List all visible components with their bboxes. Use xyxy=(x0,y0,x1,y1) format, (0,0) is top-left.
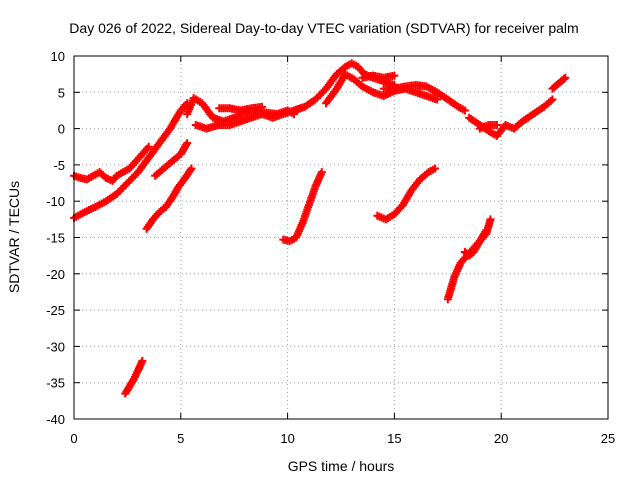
y-tick-label: -20 xyxy=(46,267,65,282)
x-tick-label: 15 xyxy=(387,431,401,446)
data-point xyxy=(559,74,568,83)
data-point xyxy=(460,106,469,115)
data-point xyxy=(257,102,266,111)
y-tick-label: -5 xyxy=(53,158,65,173)
series-arc-1 xyxy=(70,142,153,185)
y-tick-label: -35 xyxy=(46,376,65,391)
y-tick-label: 5 xyxy=(58,85,65,100)
series-arc-9 xyxy=(279,168,326,246)
series-arc-4 xyxy=(142,164,196,233)
series-arc-2 xyxy=(70,99,192,222)
x-tick-label: 10 xyxy=(280,431,294,446)
data-point xyxy=(390,71,399,80)
data-point xyxy=(317,168,326,177)
grid xyxy=(74,56,608,419)
y-tick-label: 0 xyxy=(58,122,65,137)
chart-title: Day 026 of 2022, Sidereal Day-to-day VTE… xyxy=(69,20,578,36)
series-arc-12 xyxy=(379,81,469,115)
x-axis-title: GPS time / hours xyxy=(288,458,395,474)
x-tick-label: 0 xyxy=(70,431,77,446)
y-tick-label: 10 xyxy=(51,49,65,64)
series-arc-5 xyxy=(151,139,192,180)
y-tick-label: -10 xyxy=(46,194,65,209)
data-point xyxy=(430,164,439,173)
series-arc-14 xyxy=(373,164,439,224)
data-point xyxy=(187,164,196,173)
y-tick-label: -40 xyxy=(46,412,65,427)
series-arc-3 xyxy=(121,356,147,398)
series-arc-16 xyxy=(460,226,491,260)
series-arc-8 xyxy=(215,102,266,115)
data-point xyxy=(486,215,495,224)
axes: 0 5 10 15 20 25 10 5 0 -5 -10 -15 -20 -25 -30 -35 -40 xyxy=(46,49,615,446)
data-points xyxy=(70,59,570,398)
x-tick-label: 5 xyxy=(177,431,184,446)
series-arc-10 xyxy=(290,59,399,115)
data-point xyxy=(144,142,153,151)
x-tick-label: 25 xyxy=(601,431,615,446)
y-axis-title: SDTVAR / TECUs xyxy=(6,181,22,293)
series-arc-17 xyxy=(465,95,557,140)
data-point xyxy=(482,226,491,235)
y-tick-label: -15 xyxy=(46,231,65,246)
data-point xyxy=(183,139,192,148)
series-arc-13 xyxy=(358,71,399,82)
series-arc-18 xyxy=(475,120,501,133)
x-tick-label: 20 xyxy=(494,431,508,446)
data-point xyxy=(561,73,570,82)
y-tick-label: -30 xyxy=(46,339,65,354)
data-point xyxy=(548,95,557,104)
series-arc-19 xyxy=(548,73,570,93)
data-point xyxy=(138,356,147,365)
data-point xyxy=(433,95,442,104)
y-tick-label: -25 xyxy=(46,303,65,318)
data-point xyxy=(492,120,501,129)
